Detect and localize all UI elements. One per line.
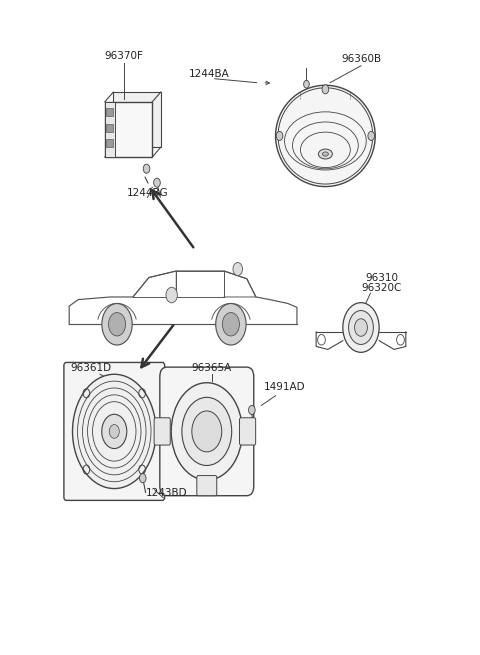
Text: 96320C: 96320C	[361, 283, 402, 293]
Circle shape	[322, 84, 329, 94]
Ellipse shape	[318, 149, 332, 159]
Ellipse shape	[323, 152, 328, 156]
FancyBboxPatch shape	[160, 367, 254, 496]
Text: 1244BA: 1244BA	[189, 69, 229, 79]
Text: 1491AD: 1491AD	[264, 383, 306, 392]
Bar	[106, 124, 113, 132]
Text: 96365A: 96365A	[192, 363, 232, 373]
Bar	[105, 102, 115, 157]
Circle shape	[249, 405, 255, 415]
Circle shape	[109, 424, 120, 438]
Circle shape	[72, 374, 156, 489]
Circle shape	[276, 132, 283, 140]
Text: 1243BD: 1243BD	[145, 488, 187, 498]
Bar	[113, 92, 161, 147]
Ellipse shape	[276, 85, 375, 187]
Text: 1244BG: 1244BG	[127, 187, 168, 198]
Circle shape	[102, 303, 132, 345]
Circle shape	[154, 178, 160, 187]
Bar	[106, 140, 113, 147]
Text: 96361D: 96361D	[70, 363, 111, 373]
Circle shape	[348, 310, 373, 345]
Circle shape	[343, 303, 379, 352]
FancyBboxPatch shape	[197, 476, 217, 496]
Circle shape	[143, 164, 150, 174]
Circle shape	[108, 312, 126, 336]
Circle shape	[166, 288, 178, 303]
Circle shape	[233, 263, 242, 276]
Circle shape	[192, 411, 222, 452]
Circle shape	[139, 474, 146, 483]
FancyBboxPatch shape	[154, 418, 170, 445]
Text: 96370F: 96370F	[104, 51, 143, 61]
Bar	[105, 102, 152, 157]
Circle shape	[368, 132, 374, 140]
Circle shape	[355, 319, 367, 336]
Circle shape	[216, 303, 246, 345]
Text: 96360B: 96360B	[341, 54, 381, 64]
FancyBboxPatch shape	[64, 362, 165, 500]
Bar	[106, 109, 113, 116]
Circle shape	[222, 312, 240, 336]
Circle shape	[304, 81, 309, 88]
Circle shape	[102, 414, 127, 449]
FancyBboxPatch shape	[240, 418, 256, 445]
Text: 96310: 96310	[365, 273, 398, 284]
Circle shape	[171, 383, 242, 480]
Circle shape	[182, 398, 232, 466]
